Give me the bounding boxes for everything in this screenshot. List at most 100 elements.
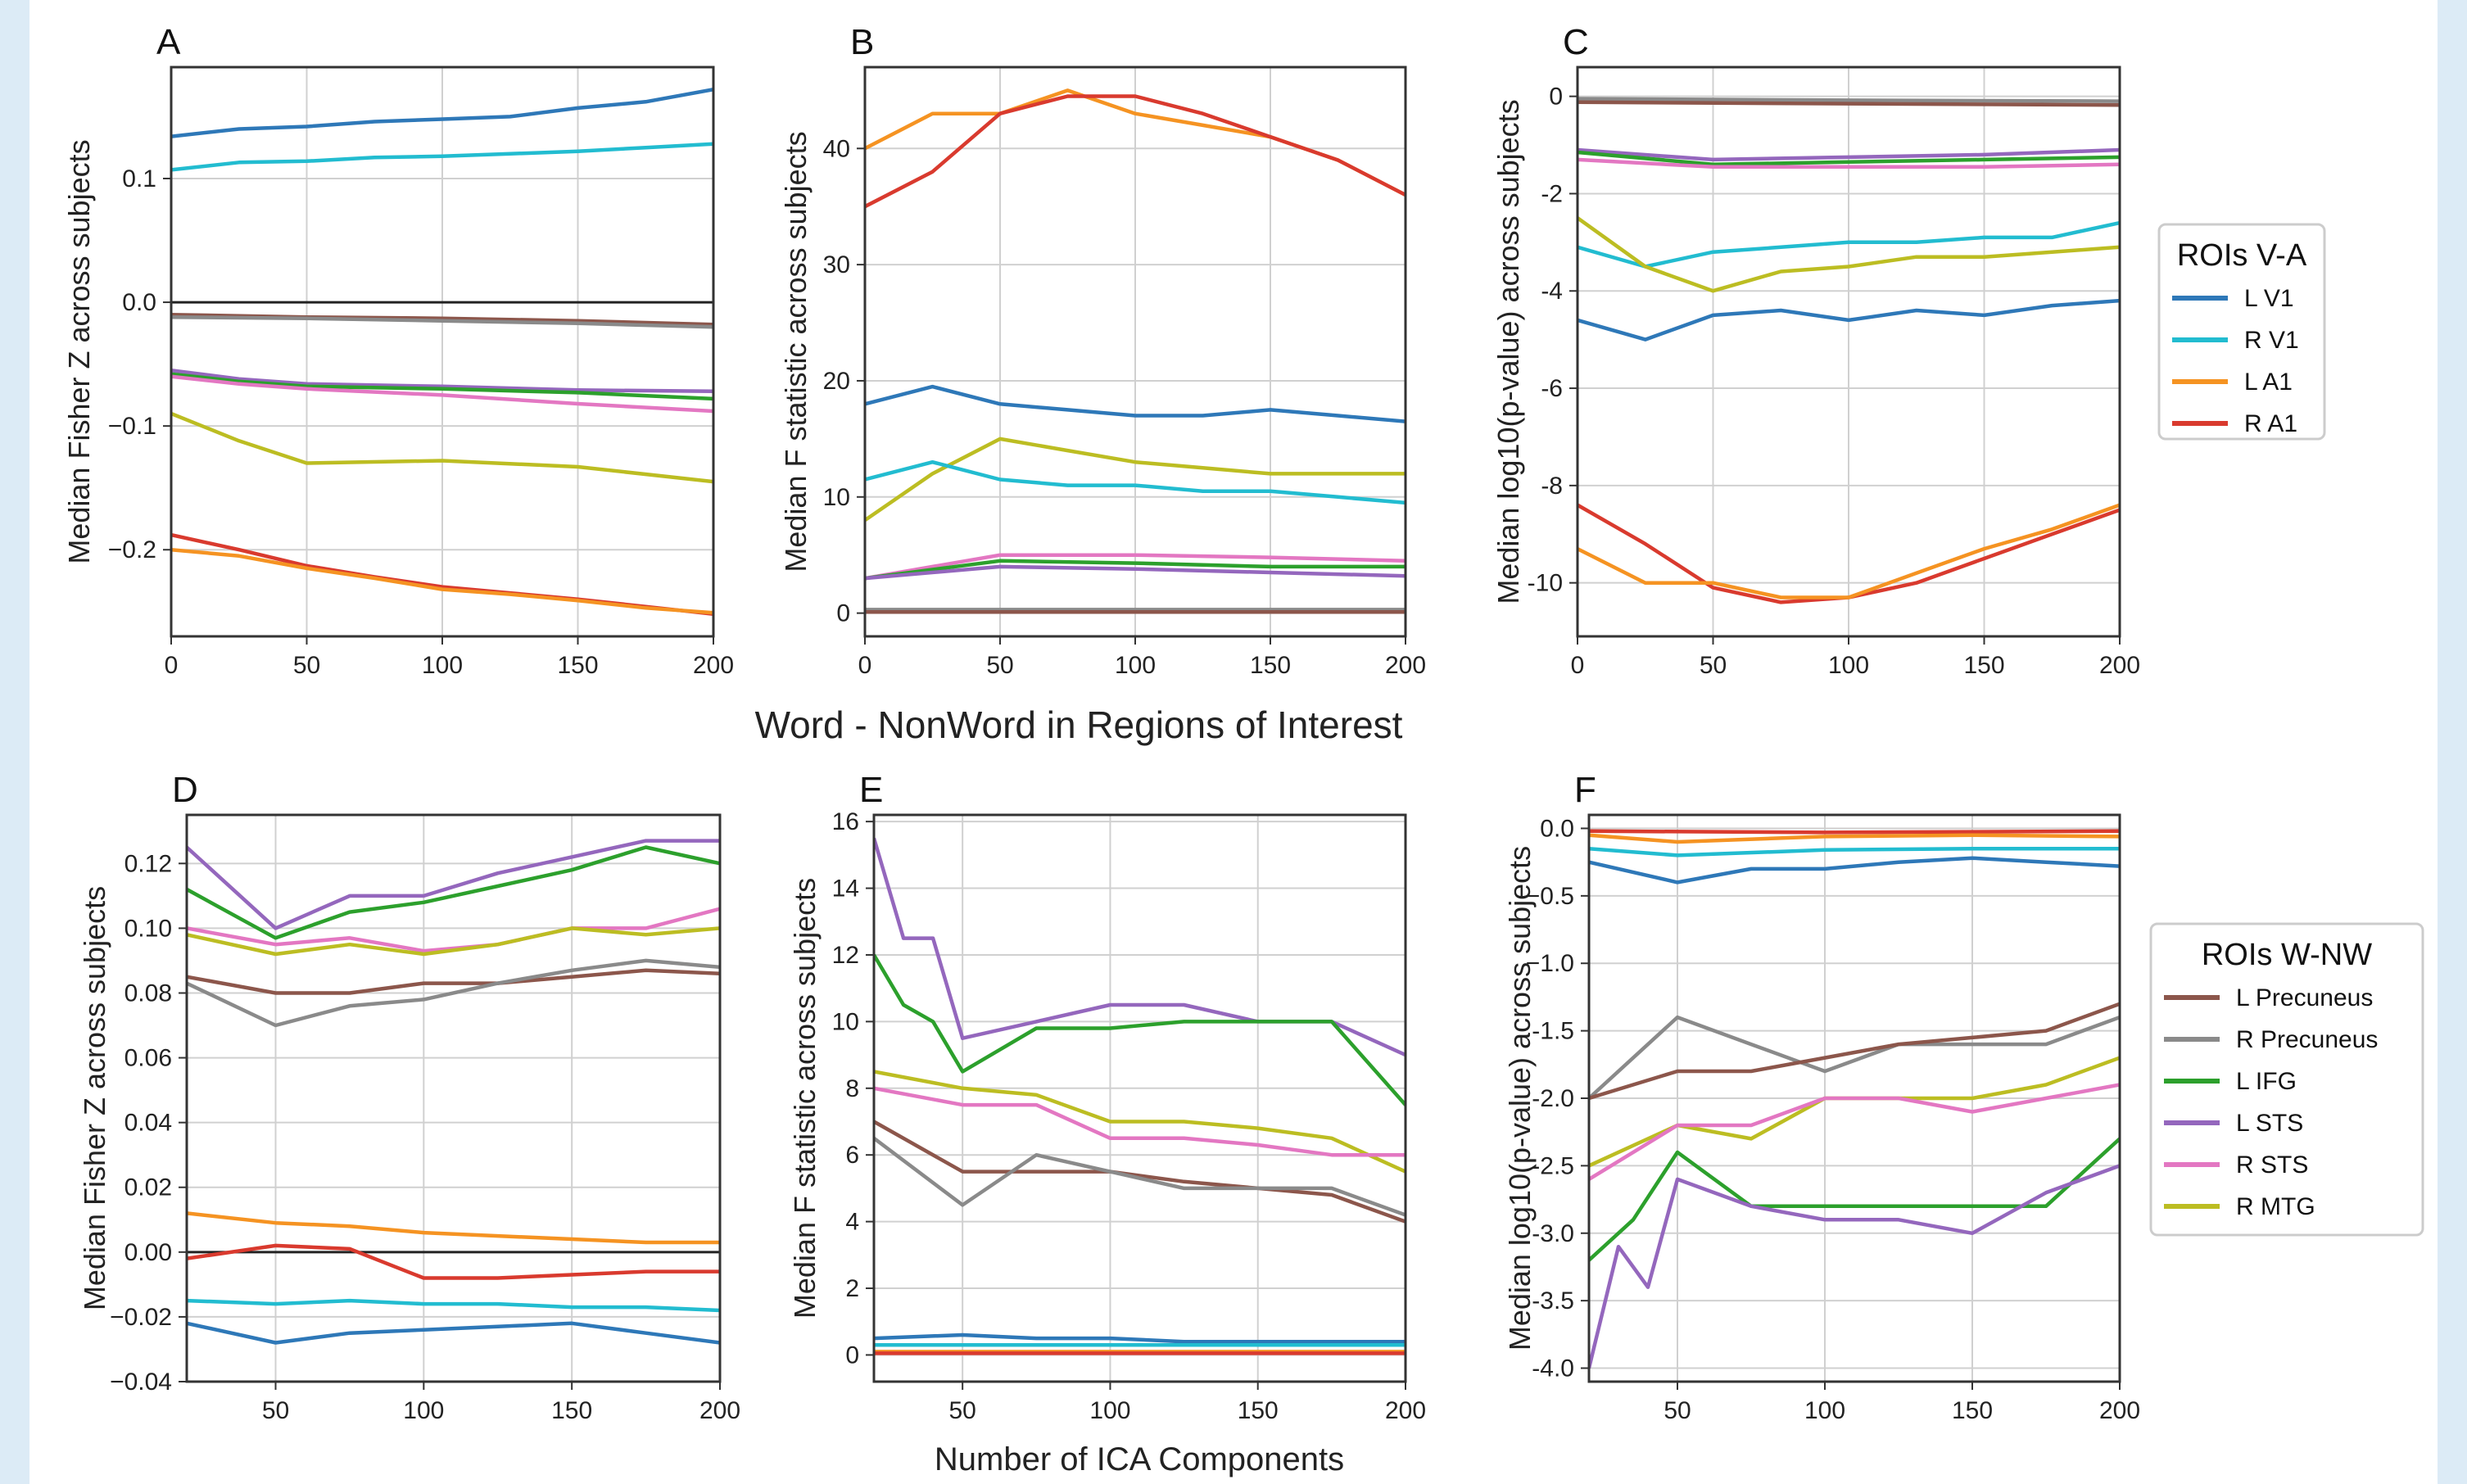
x-tick-label: 50 [262, 1397, 289, 1424]
x-tick-label: 200 [699, 1397, 740, 1424]
x-tick-label: 150 [1238, 1397, 1279, 1424]
y-tick-label: −0.02 [110, 1304, 172, 1331]
series-line [874, 1086, 1406, 1157]
series-line [171, 547, 713, 615]
x-tick-label: 150 [1250, 652, 1291, 679]
x-tick-label: 150 [551, 1397, 592, 1424]
legend-box [2157, 223, 2326, 441]
series-line [874, 953, 1406, 1106]
x-tick-label: 150 [557, 652, 598, 679]
legend-item-label: R V1 [2244, 327, 2299, 354]
series-line [1578, 220, 2120, 269]
y-tick-label: 0.0 [122, 289, 156, 316]
panel-e: 50 100 150 200 0 2 4 6 8 10 12 14 16 Median F statist… [788, 770, 1426, 1424]
panel-letter: D [172, 770, 198, 810]
axes-frame [872, 813, 1407, 1383]
y-tick-label: 0.04 [124, 1110, 172, 1137]
y-tick-label: 0.08 [124, 980, 172, 1007]
x-tick-label: 200 [693, 652, 734, 679]
y-tick-label: 16 [832, 808, 859, 835]
y-tick-label: 14 [832, 875, 859, 903]
y-axis-label: Median F statistic across subjects [788, 878, 822, 1319]
series-line [874, 1070, 1406, 1174]
x-tick-label: 150 [1963, 652, 2004, 679]
y-tick-label: 0.00 [124, 1239, 172, 1266]
panel-letter: A [156, 22, 181, 62]
series-line [187, 845, 720, 940]
series-line [1589, 846, 2120, 857]
series-line [1578, 216, 2120, 293]
series-line [171, 314, 713, 329]
y-axis-label: Median Fisher Z across subjects [62, 139, 96, 563]
panel-letter: C [1563, 22, 1589, 62]
row2-xlabel: Number of ICA Components [935, 1441, 1344, 1477]
x-tick-label: 150 [1952, 1397, 1993, 1424]
panel-b: 0 50 100 150 200 0 10 20 30 40 Median F statistic … [779, 22, 1426, 679]
y-axis-label: Median log10(p-value) across subjects [1503, 846, 1537, 1351]
x-tick-label: 0 [858, 652, 872, 679]
series-line [874, 1332, 1406, 1344]
series-line [171, 411, 713, 484]
y-tick-label: −0.04 [110, 1369, 172, 1396]
legend-item-label: L STS [2236, 1110, 2303, 1137]
y-tick-label: 6 [845, 1142, 859, 1169]
legend-item-label: L Precuneus [2236, 984, 2373, 1011]
series-line [171, 87, 713, 138]
x-tick-label: 0 [165, 652, 179, 679]
x-tick-label: 100 [422, 652, 463, 679]
series-line [1578, 157, 2120, 170]
series-line [171, 142, 713, 172]
series-line [865, 559, 1406, 581]
series-line [1578, 100, 2120, 107]
series-line [171, 368, 713, 394]
x-tick-label: 100 [1828, 652, 1869, 679]
series-line [187, 958, 720, 1028]
y-tick-label: 0.0 [1540, 815, 1574, 842]
series-line [187, 1321, 720, 1345]
x-tick-label: 50 [1700, 652, 1727, 679]
y-tick-label: -3.0 [1532, 1220, 1574, 1247]
panel-letter: E [859, 770, 883, 810]
series-line [1589, 833, 2120, 844]
series-line [1578, 150, 2120, 167]
series-line [874, 1137, 1406, 1217]
legend-item-label: L IFG [2236, 1068, 2297, 1095]
series-line [1589, 1015, 2120, 1100]
y-tick-label: −0.2 [108, 536, 156, 563]
y-tick-label: 0 [836, 600, 850, 627]
x-tick-label: 200 [2099, 652, 2140, 679]
series-line [1578, 503, 2120, 599]
y-axis-label: Median F statistic across subjects [779, 131, 813, 572]
series-line [865, 459, 1406, 505]
series-line [1578, 147, 2120, 162]
series-line [1578, 298, 2120, 342]
y-tick-label: 40 [823, 135, 850, 162]
y-tick-label: −1.0 [1526, 950, 1574, 977]
y-tick-label: −0.5 [1526, 883, 1574, 910]
series-line [187, 926, 720, 957]
panel-letter: B [850, 22, 874, 62]
series-line [865, 94, 1406, 209]
y-tick-label: -3.5 [1532, 1287, 1574, 1314]
legend-title: ROIs V-A [2177, 238, 2307, 273]
series-line [865, 553, 1406, 581]
panel-f: 50 100 150 200 0.0 −0.5 −1.0 -1.5 -2.0 -2.5 -3.0 -3… [1503, 770, 2140, 1424]
x-tick-label: 50 [293, 652, 320, 679]
series-line [1589, 1083, 2120, 1181]
y-tick-label: -10 [1528, 570, 1563, 597]
y-tick-label: -4.0 [1532, 1355, 1574, 1382]
series-line [1589, 1137, 2120, 1262]
y-tick-label: 0.1 [122, 165, 156, 192]
x-tick-label: 200 [1385, 652, 1426, 679]
series-line [187, 1211, 720, 1245]
series-line [187, 1243, 720, 1280]
x-tick-label: 100 [1804, 1397, 1845, 1424]
figure-canvas: Word - NonWord in Regions of Interest Nu… [62, 22, 2424, 1477]
y-tick-label: −0.1 [108, 413, 156, 440]
x-tick-label: 200 [2099, 1397, 2140, 1424]
series-line [187, 839, 720, 930]
x-tick-label: 100 [1089, 1397, 1130, 1424]
figure-frame: Word - NonWord in Regions of Interest Nu… [29, 0, 2438, 1484]
y-tick-label: 2 [845, 1275, 859, 1302]
